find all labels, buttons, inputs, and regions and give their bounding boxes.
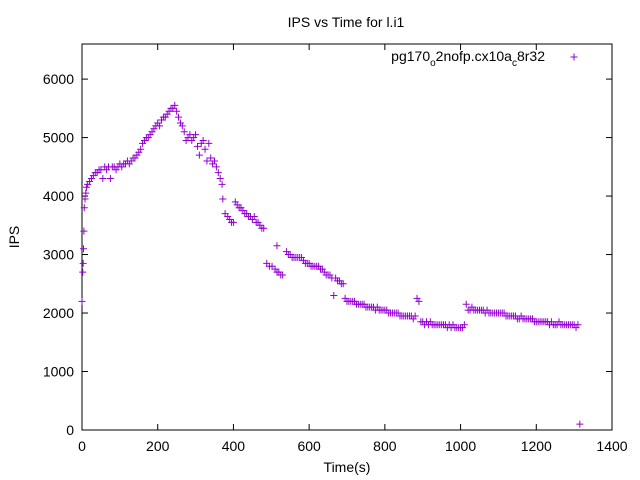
x-tick-label: 1200 — [521, 438, 552, 454]
x-tick-label: 0 — [78, 438, 86, 454]
data-point — [207, 154, 215, 162]
y-tick-label: 4000 — [43, 188, 74, 204]
data-point — [268, 262, 276, 270]
y-tick-label: 1000 — [43, 364, 74, 380]
data-point — [156, 122, 164, 130]
data-point — [193, 142, 201, 150]
x-tick-label: 1400 — [596, 438, 627, 454]
axis-ticks: 0 200 400 600 800 1000 1200 1400 0 1000 2000 3000 40… — [43, 44, 628, 454]
x-tick-label: 1000 — [445, 438, 476, 454]
data-point — [205, 139, 213, 147]
x-tick-label: 400 — [222, 438, 246, 454]
data-point — [229, 218, 237, 226]
data-point — [99, 175, 107, 183]
legend-series-label: pg170o2nofp.cx10ac8r32 — [391, 48, 545, 69]
y-tick-label: 0 — [66, 422, 74, 438]
data-point — [415, 297, 423, 305]
data-point — [273, 242, 281, 250]
data-point — [330, 291, 338, 299]
data-point — [260, 224, 268, 232]
data-point — [81, 195, 89, 203]
legend-marker-symbol — [570, 53, 578, 61]
data-point — [212, 163, 220, 171]
y-axis-label: IPS — [6, 226, 22, 249]
data-point — [178, 122, 186, 130]
data-point — [82, 189, 90, 197]
data-point — [411, 312, 419, 320]
data-point — [574, 321, 582, 329]
data-point — [83, 183, 91, 191]
data-point — [203, 157, 211, 165]
data-point — [218, 180, 226, 188]
data-point — [216, 175, 224, 183]
x-tick-label: 800 — [373, 438, 397, 454]
data-point — [195, 151, 203, 159]
y-tick-label: 5000 — [43, 130, 74, 146]
data-point — [576, 420, 584, 428]
data-point — [80, 245, 88, 253]
x-axis-label: Time(s) — [324, 459, 371, 475]
legend-marker — [570, 53, 578, 61]
y-tick-label: 6000 — [43, 71, 74, 87]
data-point — [180, 128, 188, 136]
data-point — [78, 297, 86, 305]
y-tick-label: 2000 — [43, 305, 74, 321]
y-tick-label: 3000 — [43, 247, 74, 263]
data-point — [171, 101, 179, 109]
legend: pg170o2nofp.cx10ac8r32 — [391, 48, 578, 69]
data-point — [79, 259, 87, 267]
data-point — [462, 300, 470, 308]
data-point — [214, 169, 222, 177]
data-point — [199, 137, 207, 144]
data-point — [80, 227, 88, 235]
data-points — [78, 101, 584, 428]
data-point — [279, 271, 287, 279]
data-point — [460, 321, 468, 329]
data-point — [79, 268, 87, 276]
data-point — [192, 131, 200, 139]
plot-area-border — [81, 43, 613, 431]
x-tick-label: 200 — [146, 438, 170, 454]
data-point — [339, 280, 347, 288]
data-point — [173, 107, 181, 115]
data-point — [137, 145, 145, 153]
chart-title: IPS vs Time for l.i1 — [288, 14, 405, 30]
data-point — [250, 213, 258, 221]
data-point — [175, 113, 183, 121]
data-point — [106, 175, 114, 183]
data-point — [219, 195, 227, 203]
data-point — [211, 157, 218, 165]
x-tick-label: 600 — [297, 438, 321, 454]
data-point — [80, 204, 88, 212]
data-point — [201, 145, 209, 153]
